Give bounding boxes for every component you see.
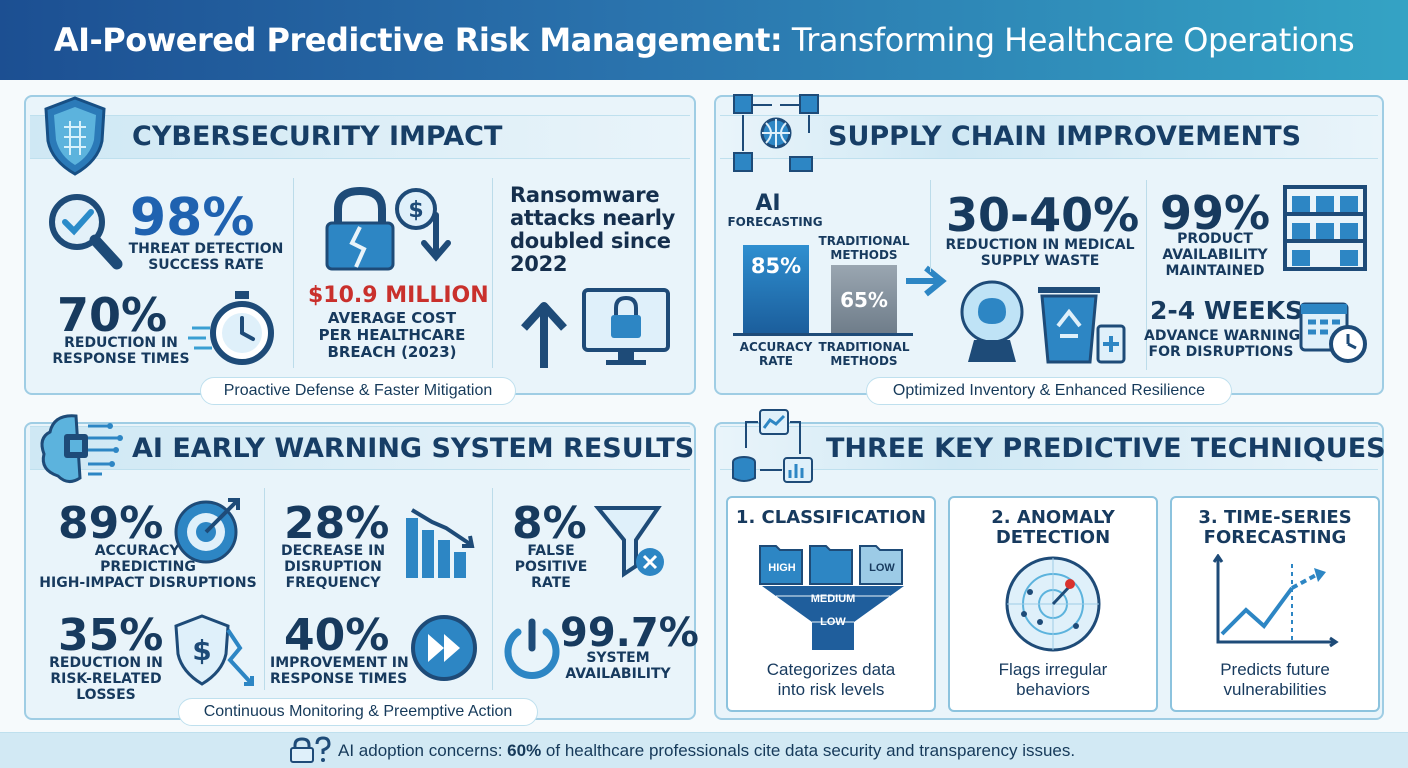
ai-label: AI	[755, 191, 781, 216]
chart-bar-ai	[743, 245, 809, 333]
classification-desc: Categorizes data into risk levels	[766, 660, 896, 699]
waste-value: 30-40%	[946, 188, 1140, 242]
waste-label: REDUCTION IN MEDICAL SUPPLY WASTE	[945, 237, 1135, 269]
cyber-footer-pill: Proactive Defense & Faster Mitigation	[200, 377, 516, 405]
supply-title-bar	[720, 115, 1378, 159]
cyber-divider-2	[492, 178, 493, 368]
forecast-line-icon	[1212, 554, 1339, 648]
breach-value: $10.9 MILLION	[308, 283, 489, 308]
uptime-value: 99.7%	[560, 610, 699, 656]
losses-value: 35%	[58, 610, 164, 661]
forecasting-title: 3. TIME-SERIES FORECASTING	[1198, 507, 1352, 548]
axis-trad-label: TRADITIONAL METHODS	[818, 340, 910, 368]
fast-forward-icon	[411, 615, 477, 681]
early-title: AI EARLY WARNING SYSTEM RESULTS	[132, 433, 695, 464]
availability-value: 99%	[1160, 186, 1271, 240]
threat-value: 98%	[130, 188, 255, 248]
high-tag: HIGH	[768, 562, 796, 574]
filter-x-icon	[594, 506, 664, 578]
warning-value: 2-4 WEEKS	[1150, 296, 1303, 325]
cyber-divider-1	[293, 178, 294, 368]
ai-brain-chip-icon	[40, 414, 123, 483]
false-positive-label: FALSE POSITIVE RATE	[514, 543, 588, 591]
availability-label: PRODUCT AVAILABILITY MAINTAINED	[1162, 231, 1268, 279]
shelf-boxes-icon	[1283, 185, 1367, 271]
losses-label: REDUCTION IN RISK-RELATED LOSSES	[49, 655, 163, 703]
title-bold-part: AI-Powered Predictive Risk Management:	[53, 21, 783, 59]
supply-footer-pill: Optimized Inventory & Enhanced Resilienc…	[866, 377, 1232, 405]
process-cycle-icon	[732, 409, 813, 483]
lock-question-icon	[290, 736, 331, 763]
traditional-label: TRADITIONAL METHODS	[818, 234, 910, 262]
footer-text: AI adoption concerns: 60% of healthcare …	[338, 741, 1076, 760]
svg-text:$: $	[408, 198, 423, 223]
early-title-bar	[30, 426, 690, 470]
declining-chart-icon	[406, 508, 475, 578]
improve-value: 40%	[284, 610, 390, 661]
anomaly-desc: Flags irregular behaviors	[998, 660, 1108, 699]
cyber-title-bar	[30, 115, 690, 159]
svg-text:$: $	[192, 634, 211, 667]
broken-lock-icon: $	[325, 186, 451, 271]
accuracy-value: 89%	[58, 498, 164, 549]
shield-icon	[44, 96, 106, 176]
title-rest-part: Transforming Healthcare Operations	[791, 21, 1355, 59]
forecasting-card	[1170, 496, 1380, 712]
cyber-title: CYBERSECURITY IMPACT	[132, 121, 503, 152]
supply-title: SUPPLY CHAIN IMPROVEMENTS	[828, 121, 1302, 152]
power-icon	[504, 618, 560, 679]
header-banner: AI-Powered Predictive Risk Management: T…	[0, 0, 1408, 80]
early-footer-pill: Continuous Monitoring & Preemptive Actio…	[178, 698, 538, 726]
classification-card	[726, 496, 936, 712]
supply-divider-2	[1146, 180, 1147, 370]
radar-icon	[1005, 556, 1101, 652]
breach-label: AVERAGE COST PER HEALTHCARE BREACH (2023)	[318, 309, 466, 361]
early-warning-panel	[24, 422, 696, 720]
uptime-label: SYSTEM AVAILABILITY	[565, 650, 671, 682]
early-divider-1	[264, 488, 265, 690]
footer-bar	[0, 732, 1408, 768]
supply-bar-chart: 85% 65%	[733, 232, 913, 336]
decrease-value: 28%	[284, 498, 390, 549]
calendar-clock-icon	[1299, 302, 1367, 363]
axis-ai-label: ACCURACY RATE	[739, 340, 813, 368]
false-positive-value: 8%	[512, 498, 587, 549]
ransomware-text: Ransomware attacks nearly doubled since 202…	[510, 183, 676, 276]
medium-tag: MEDIUM	[810, 593, 856, 605]
classification-funnel-icon	[759, 545, 904, 650]
supply-network-icon	[733, 94, 819, 172]
crystal-ball-recycle-icon	[960, 280, 1126, 364]
forecasting-desc: Predicts future vulnerabilities	[1220, 660, 1330, 699]
ransomware-monitor-icon	[521, 288, 670, 368]
decrease-label: DECREASE IN DISRUPTION FREQUENCY	[280, 543, 386, 591]
response-label: REDUCTION IN RESPONSE TIMES	[52, 335, 190, 367]
page-title: AI-Powered Predictive Risk Management: T…	[53, 21, 1355, 59]
low-tag: LOW	[869, 562, 895, 574]
response-value: 70%	[57, 288, 168, 342]
accuracy-label: ACCURACY IN PREDICTING HIGH-IMPACT DISRUPT…	[39, 543, 257, 591]
threat-label: THREAT DETECTION SUCCESS RATE	[128, 241, 284, 273]
anomaly-title: 2. ANOMALY DETECTION	[991, 507, 1115, 548]
early-divider-2	[492, 488, 493, 690]
warning-label: ADVANCE WARNING FOR DISRUPTIONS	[1144, 328, 1301, 360]
shield-dollar-icon: $	[174, 614, 254, 686]
chart-ai-value: 85%	[750, 254, 802, 278]
magnifier-check-icon	[49, 194, 123, 270]
forecasting-label: FORECASTING	[727, 215, 823, 229]
classification-title: 1. CLASSIFICATION	[735, 507, 927, 528]
supply-divider-1	[930, 180, 931, 272]
chart-trad-value: 65%	[840, 288, 888, 312]
tech-title: THREE KEY PREDICTIVE TECHNIQUES	[826, 433, 1386, 464]
tech-title-bar	[720, 426, 1378, 470]
stopwatch-icon	[188, 291, 274, 365]
low-output-tag: LOW	[820, 616, 846, 628]
chart-bar-traditional	[831, 265, 897, 333]
arrow-right-icon	[906, 265, 947, 297]
target-icon	[174, 498, 240, 564]
improve-label: IMPROVEMENT IN RESPONSE TIMES	[270, 655, 409, 687]
